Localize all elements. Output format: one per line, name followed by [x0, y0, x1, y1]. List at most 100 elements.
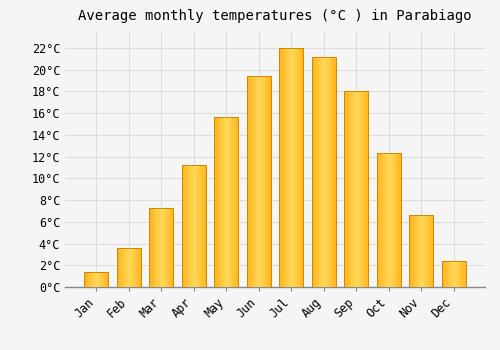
Bar — [129, 248, 130, 287]
Bar — [232, 117, 234, 287]
Bar — [461, 261, 462, 287]
Bar — [286, 48, 288, 287]
Bar — [162, 208, 164, 287]
Bar — [279, 48, 303, 287]
Bar — [126, 248, 128, 287]
Bar — [280, 48, 281, 287]
Bar — [201, 165, 202, 287]
Bar — [356, 91, 358, 287]
Bar — [258, 76, 259, 287]
Bar — [135, 248, 136, 287]
Bar — [152, 208, 154, 287]
Bar — [220, 117, 222, 287]
Bar — [198, 165, 200, 287]
Bar — [134, 248, 135, 287]
Bar — [391, 153, 392, 287]
Bar — [255, 76, 256, 287]
Bar — [425, 215, 426, 287]
Bar — [344, 91, 368, 287]
Bar — [266, 76, 268, 287]
Bar — [298, 48, 300, 287]
Bar — [226, 117, 228, 287]
Bar — [106, 272, 107, 287]
Bar — [367, 91, 368, 287]
Bar — [430, 215, 431, 287]
Bar — [420, 215, 421, 287]
Bar — [314, 56, 315, 287]
Bar — [192, 165, 194, 287]
Bar — [312, 56, 336, 287]
Bar — [289, 48, 290, 287]
Bar — [166, 208, 168, 287]
Bar — [325, 56, 326, 287]
Bar — [446, 261, 448, 287]
Bar — [344, 91, 346, 287]
Bar — [185, 165, 186, 287]
Bar — [218, 117, 219, 287]
Bar — [250, 76, 252, 287]
Bar — [388, 153, 390, 287]
Title: Average monthly temperatures (°C ) in Parabiago: Average monthly temperatures (°C ) in Pa… — [78, 9, 472, 23]
Bar — [132, 248, 134, 287]
Bar — [248, 76, 249, 287]
Bar — [124, 248, 125, 287]
Bar — [384, 153, 385, 287]
Bar — [380, 153, 382, 287]
Bar — [464, 261, 466, 287]
Bar — [458, 261, 460, 287]
Bar — [313, 56, 314, 287]
Bar — [442, 261, 466, 287]
Bar — [412, 215, 414, 287]
Bar — [330, 56, 331, 287]
Bar — [149, 208, 150, 287]
Bar — [216, 117, 218, 287]
Bar — [204, 165, 206, 287]
Bar — [261, 76, 262, 287]
Bar — [159, 208, 160, 287]
Bar — [334, 56, 336, 287]
Bar — [418, 215, 419, 287]
Bar — [138, 248, 140, 287]
Bar — [300, 48, 301, 287]
Bar — [400, 153, 401, 287]
Bar — [456, 261, 458, 287]
Bar — [409, 215, 434, 287]
Bar — [426, 215, 428, 287]
Bar — [182, 165, 183, 287]
Bar — [448, 261, 449, 287]
Bar — [378, 153, 379, 287]
Bar — [154, 208, 155, 287]
Bar — [184, 165, 185, 287]
Bar — [386, 153, 388, 287]
Bar — [302, 48, 304, 287]
Bar — [428, 215, 430, 287]
Bar — [410, 215, 412, 287]
Bar — [416, 215, 418, 287]
Bar — [445, 261, 446, 287]
Bar — [94, 272, 95, 287]
Bar — [285, 48, 286, 287]
Bar — [131, 248, 132, 287]
Bar — [119, 248, 120, 287]
Bar — [246, 76, 271, 287]
Bar — [295, 48, 296, 287]
Bar — [262, 76, 264, 287]
Bar — [320, 56, 322, 287]
Bar — [379, 153, 380, 287]
Bar — [160, 208, 162, 287]
Bar — [156, 208, 158, 287]
Bar — [172, 208, 174, 287]
Bar — [254, 76, 255, 287]
Bar — [419, 215, 420, 287]
Bar — [98, 272, 100, 287]
Bar — [279, 48, 280, 287]
Bar — [443, 261, 444, 287]
Bar — [424, 215, 425, 287]
Bar — [360, 91, 361, 287]
Bar — [394, 153, 395, 287]
Bar — [237, 117, 238, 287]
Bar — [319, 56, 320, 287]
Bar — [396, 153, 398, 287]
Bar — [331, 56, 332, 287]
Bar — [265, 76, 266, 287]
